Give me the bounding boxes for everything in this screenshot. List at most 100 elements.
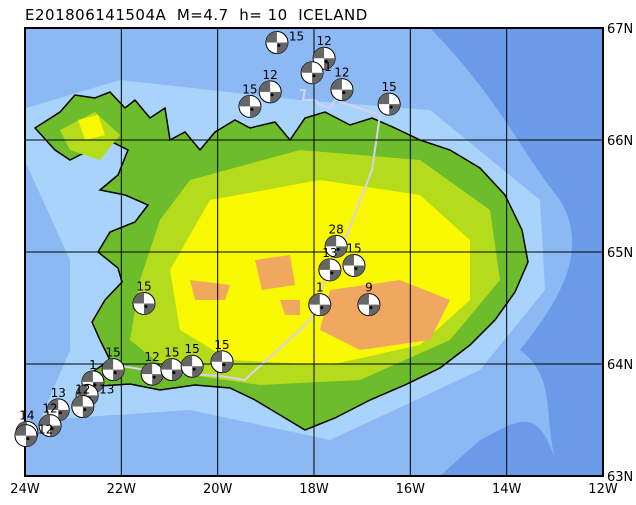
plate-boundary [119,89,382,382]
beachball-compression-quadrant [132,292,155,315]
beachball-5 [330,78,354,102]
beachball-compression-quadrant [39,414,62,437]
beachball-compression-quadrant [301,61,324,84]
beachball-axis-dot [270,93,274,97]
lon-label: 22W [107,482,137,497]
beachball-11 [357,293,381,317]
glacier-peak-2 [320,280,450,350]
beachball-axis-dot [320,306,324,310]
lon-label: 14W [492,482,522,497]
beachball-compression-quadrant [265,31,288,54]
beachball-compression-quadrant [313,47,336,70]
beachball-axis-dot [354,266,358,270]
lon-label: 12W [588,482,618,497]
beachball-compression-quadrant [47,398,70,421]
beachball-compression-quadrant [318,258,341,281]
depth-label: 15 [346,241,361,255]
depth-label: 15 [214,338,229,352]
glacier-peak-3 [280,300,300,315]
beachball-12 [132,292,156,316]
beachball-axis-dot [172,371,176,375]
beachball-7 [324,234,348,258]
beachball-compression-quadrant [81,370,104,393]
depth-label: 12 [42,402,57,416]
beachball-axis-dot [277,44,281,48]
beachball-22 [38,414,62,438]
beachball-axis-dot [312,74,316,78]
beachball-axis-dot [369,306,373,310]
map-frame [24,27,604,477]
beachball-0 [265,31,289,55]
depth-label: 13 [99,382,114,396]
highland-westfjords [78,115,105,140]
beachball-axis-dot [192,367,196,371]
depth-label: 15 [289,30,304,44]
lon-label: 20W [203,482,233,497]
beachball-2 [238,94,262,118]
depth-label: 12 [316,34,331,48]
depth-label: 13 [322,246,337,260]
depth-label: 12 [75,383,90,397]
depth-label: 12 [145,350,160,364]
beachball-17 [210,350,234,374]
beachball-compression-quadrant [14,424,37,447]
glacier-peak-0 [255,255,295,290]
beachball-axis-dot [58,411,62,415]
lat-label: 65N [607,246,633,261]
region: ICELAND [298,6,368,24]
lon-label: 18W [299,482,329,497]
beachball-16 [180,354,204,378]
depth-label: 13 [51,386,66,400]
beachball-24 [14,424,38,448]
depth-label: 14 [19,408,34,422]
beachball-15 [160,358,184,382]
beachball-compression-quadrant [378,93,401,116]
beachball-4 [300,61,324,85]
depth-label: 12 [38,423,53,437]
depth-label: 1 [89,358,97,372]
beachball-axis-dot [93,383,97,387]
beachball-axis-dot [222,363,226,367]
beachball-compression-quadrant [71,395,94,418]
beachball-axis-dot [250,107,254,111]
beachball-axis-dot [144,305,148,309]
beachball-compression-quadrant [238,95,261,118]
depth-label: 9 [365,281,373,295]
beachball-axis-dot [342,91,346,95]
beachball-compression-quadrant [308,293,331,316]
beachball-14 [140,362,164,386]
beachball-axis-dot [330,271,334,275]
lat-label: 64N [607,358,633,373]
depth-label: 12 [263,68,278,82]
depth-label: 15 [242,82,257,96]
lat-label: 67N [607,22,633,37]
magnitude: M=4.7 [176,6,229,24]
beachball-compression-quadrant [342,254,365,277]
depth-label: 1 [316,281,324,295]
beachball-13 [101,358,125,382]
depth-label: 15 [106,346,121,360]
beachball-compression-quadrant [330,78,353,101]
beachball-1 [258,80,282,104]
beachball-axis-dot [324,59,328,63]
depth-label: 15 [164,346,179,360]
depth-label: 28 [329,222,344,236]
depth: h= 10 [239,6,288,24]
map-title: E201806141504A M=4.7 h= 10 ICELAND [25,6,368,24]
beachball-compression-quadrant [141,363,164,386]
depth-label: 15 [136,280,151,294]
lon-label: 24W [10,482,40,497]
beachball-axis-dot [336,247,340,251]
beachball-10 [308,293,332,317]
beachball-axis-dot [152,375,156,379]
lon-label: 16W [396,482,426,497]
beachball-axis-dot [389,105,393,109]
beachball-compression-quadrant [211,350,234,373]
beachball-6 [377,92,401,116]
beachball-9 [318,258,342,282]
beachball-axis-dot [50,427,54,431]
depth-label: 1 [324,60,332,74]
